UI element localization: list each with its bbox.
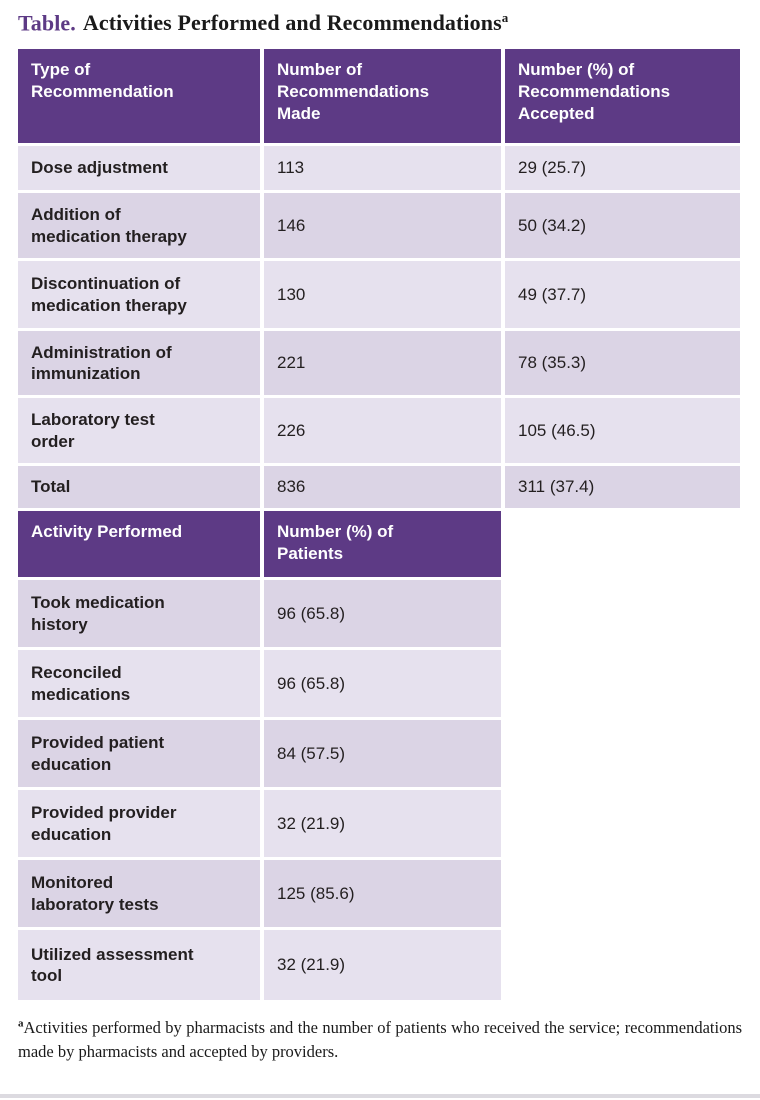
rec-row-made: 130 <box>264 261 501 329</box>
rec-row-label: Dose adjustment <box>18 146 260 191</box>
act-row-label: Utilized assessment tool <box>18 930 260 1001</box>
rec-row-made: 226 <box>264 398 501 464</box>
rec-row-accepted: 105 (46.5) <box>505 398 740 464</box>
act-row-patients: 96 (65.8) <box>264 650 501 718</box>
col-header-recommendations-accepted: Number (%) of Recommendations Accepted <box>505 49 740 144</box>
rec-row-total-accepted: 311 (37.4) <box>505 466 740 509</box>
rec-row-label: Discontinuation of medication therapy <box>18 261 260 329</box>
table-title: Table. Activities Performed and Recommend… <box>0 0 760 36</box>
rec-row-label: Addition of medication therapy <box>18 193 260 259</box>
col-header-type-of-recommendation: Type of Recommendation <box>18 49 260 144</box>
table-title-label: Table. <box>18 10 76 36</box>
table-title-text: Activities Performed and Recommendations <box>82 10 502 36</box>
rec-row-label: Administration of immunization <box>18 331 260 396</box>
rec-row-accepted: 78 (35.3) <box>505 331 740 396</box>
act-row-patients: 125 (85.6) <box>264 860 501 928</box>
act-row-patients: 84 (57.5) <box>264 720 501 788</box>
rec-row-label: Laboratory test order <box>18 398 260 464</box>
act-row-label: Took medication history <box>18 580 260 648</box>
rec-row-total-made: 836 <box>264 466 501 509</box>
table-footnote: aActivities performed by pharmacists and… <box>18 1016 742 1064</box>
act-row-label: Reconciled medications <box>18 650 260 718</box>
table-title-footnote-marker: a <box>501 10 509 25</box>
footnote-text: Activities performed by pharmacists and … <box>18 1018 742 1062</box>
recommendations-table: Type of Recommendation Number of Recomme… <box>18 49 760 509</box>
rec-row-accepted: 49 (37.7) <box>505 261 740 329</box>
act-row-patients: 96 (65.8) <box>264 580 501 648</box>
activities-table: Activity Performed Number (%) of Patient… <box>18 511 760 1001</box>
act-row-patients: 32 (21.9) <box>264 930 501 1001</box>
act-row-label: Provided provider education <box>18 790 260 858</box>
page-bottom-rule <box>0 1094 760 1098</box>
rec-row-made: 146 <box>264 193 501 259</box>
rec-row-made: 113 <box>264 146 501 191</box>
rec-row-accepted: 29 (25.7) <box>505 146 740 191</box>
rec-row-total-label: Total <box>18 466 260 509</box>
rec-row-accepted: 50 (34.2) <box>505 193 740 259</box>
footnote-marker: a <box>18 1017 24 1030</box>
col-header-recommendations-made: Number of Recommendations Made <box>264 49 501 144</box>
act-row-label: Monitored laboratory tests <box>18 860 260 928</box>
act-row-label: Provided patient education <box>18 720 260 788</box>
rec-row-made: 221 <box>264 331 501 396</box>
col-header-number-of-patients: Number (%) of Patients <box>264 511 501 578</box>
col-header-activity-performed: Activity Performed <box>18 511 260 578</box>
act-row-patients: 32 (21.9) <box>264 790 501 858</box>
